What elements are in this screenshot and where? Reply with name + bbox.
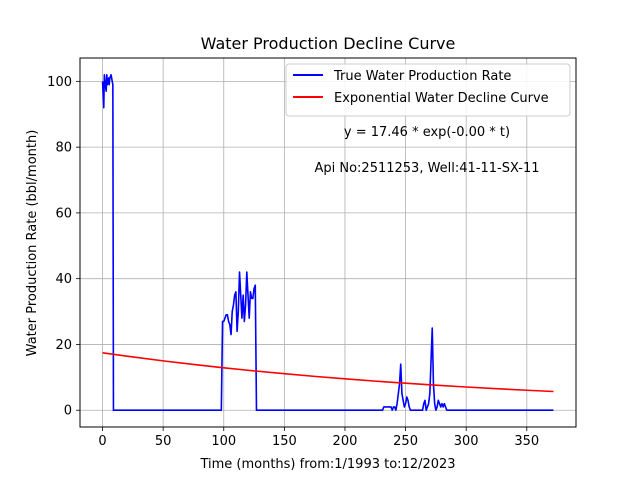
x-tick-label: 300 bbox=[454, 434, 479, 449]
true-water-production-line bbox=[101, 73, 554, 412]
y-tick-label: 60 bbox=[55, 206, 72, 221]
y-tick-label: 0 bbox=[64, 404, 72, 419]
plot-area bbox=[101, 73, 554, 412]
legend-label-decline-curve: Exponential Water Decline Curve bbox=[334, 91, 549, 106]
y-tick-label: 20 bbox=[55, 338, 72, 353]
chart-title: Water Production Decline Curve bbox=[201, 34, 456, 53]
x-tick-label: 200 bbox=[333, 434, 358, 449]
x-tick-label: 100 bbox=[211, 434, 236, 449]
x-tick-label: 350 bbox=[514, 434, 539, 449]
y-tick-label: 40 bbox=[55, 272, 72, 287]
x-tick-label: 0 bbox=[98, 434, 106, 449]
y-tick-label: 100 bbox=[47, 75, 72, 90]
axis-ticks: 0 50 100 150 200 250 300 350 0 20 40 60 80 100 bbox=[47, 75, 539, 449]
legend: True Water Production Rate Exponential W… bbox=[285, 63, 571, 117]
axes-frame bbox=[79, 57, 577, 428]
y-axis-label: Water Production Rate (bbl/month) bbox=[25, 130, 40, 357]
x-tick-label: 50 bbox=[155, 434, 172, 449]
legend-box bbox=[285, 63, 571, 117]
fit-equation-annotation: y = 17.46 * exp(-0.00 * t) bbox=[344, 125, 510, 140]
x-tick-label: 250 bbox=[393, 434, 418, 449]
x-tick-label: 150 bbox=[272, 434, 297, 449]
legend-label-true-rate: True Water Production Rate bbox=[333, 69, 511, 84]
x-axis-label: Time (months) from:1/1993 to:12/2023 bbox=[199, 457, 455, 472]
y-tick-label: 80 bbox=[55, 141, 72, 156]
well-info-annotation: Api No:2511253, Well:41-11-SX-11 bbox=[314, 161, 539, 176]
exponential-decline-line bbox=[102, 352, 554, 393]
